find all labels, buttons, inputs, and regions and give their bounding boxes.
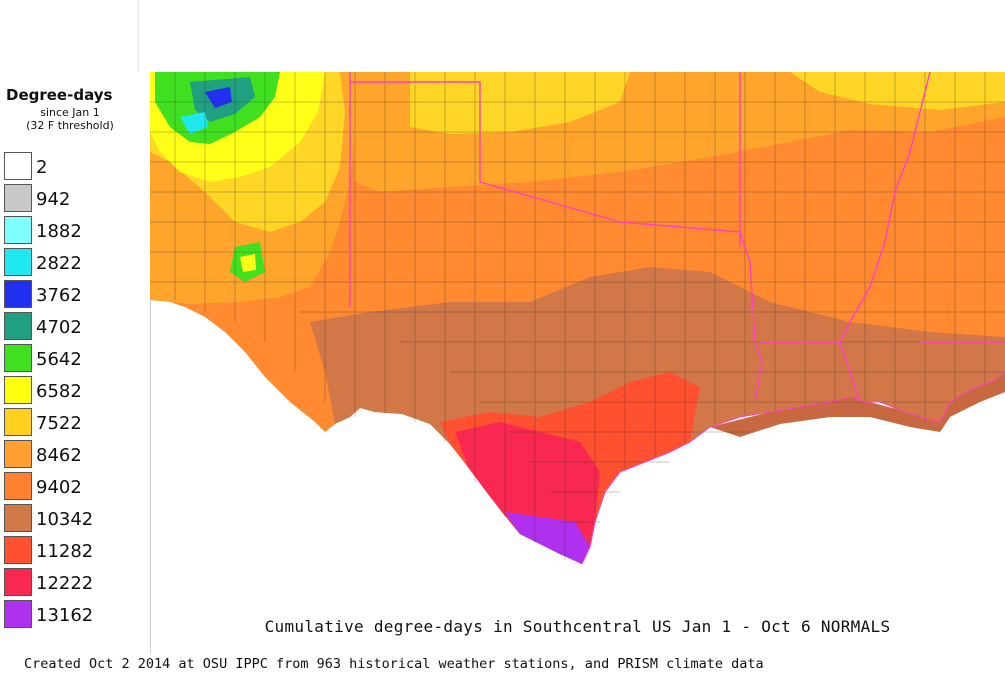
legend-label: 6582 [36, 381, 82, 402]
legend-label: 2 [36, 157, 48, 178]
legend-swatch [4, 216, 32, 244]
legend-swatch [4, 600, 32, 628]
legend-swatch [4, 312, 32, 340]
legend-label: 8462 [36, 445, 82, 466]
legend-swatch [4, 344, 32, 372]
legend-label: 3762 [36, 285, 82, 306]
legend-swatch [4, 248, 32, 276]
county-grid [150, 72, 1005, 560]
legend-panel: Degree-days since Jan 1 (32 F threshold)… [0, 74, 151, 654]
legend-label: 13162 [36, 605, 94, 626]
legend-title: Degree-days [6, 86, 113, 104]
legend-label: 7522 [36, 413, 82, 434]
legend-subtitle-line1: since Jan 1 [40, 106, 100, 119]
legend-label: 10342 [36, 509, 94, 530]
legend-swatch [4, 152, 32, 180]
legend-swatch [4, 376, 32, 404]
legend-label: 12222 [36, 573, 94, 594]
legend-label: 4702 [36, 317, 82, 338]
legend-swatch [4, 408, 32, 436]
state-borders [349, 72, 1005, 403]
top-blank-panel [0, 0, 139, 72]
legend-swatch [4, 440, 32, 468]
legend-label: 9402 [36, 477, 82, 498]
map-shading [150, 72, 1005, 564]
legend-swatch [4, 536, 32, 564]
legend-swatch [4, 568, 32, 596]
legend-swatch [4, 472, 32, 500]
legend-label: 5642 [36, 349, 82, 370]
legend-label: 11282 [36, 541, 94, 562]
legend-label: 1882 [36, 221, 82, 242]
legend-swatch [4, 504, 32, 532]
legend-swatch [4, 280, 32, 308]
credit-line: Created Oct 2 2014 at OSU IPPC from 963 … [24, 656, 764, 672]
coastline [581, 371, 1005, 565]
degree-day-map [150, 72, 1005, 565]
map-title: Cumulative degree-days in Southcentral U… [264, 617, 891, 636]
legend-swatch [4, 184, 32, 212]
legend-label: 2822 [36, 253, 82, 274]
legend-subtitle-line2: (32 F threshold) [26, 119, 114, 132]
legend-label: 942 [36, 189, 71, 210]
